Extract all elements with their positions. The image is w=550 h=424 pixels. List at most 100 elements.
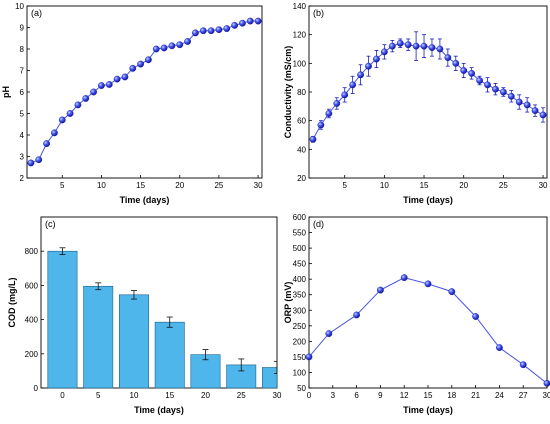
data-point xyxy=(239,19,246,27)
x-tick-label: 10 xyxy=(130,391,139,400)
y-tick-label: 10 xyxy=(15,2,24,11)
panel-label: (b) xyxy=(313,8,324,18)
panel-c: 0 5 10 15 20 25 30 0 200 400 600 800 Time (days) COD … xyxy=(7,216,282,415)
y-tick-label: 4 xyxy=(20,131,25,140)
data-point xyxy=(160,44,168,52)
panel-d: 0 3 6 9 12 15 18 21 24 27 30 50 100 150 200 250 300 350 40… xyxy=(283,213,550,415)
data-point xyxy=(460,67,468,74)
y-tick-label: 3 xyxy=(20,153,25,162)
data-point xyxy=(137,60,144,68)
panel-b: 5 10 15 20 25 30 20 40 60 80 100 120 140 Time (days) C… xyxy=(283,2,548,205)
y-tick-label: 5 xyxy=(20,110,25,119)
x-tick-label: 3 xyxy=(331,391,336,400)
x-tick-label: 0 xyxy=(60,391,65,400)
bar xyxy=(262,367,278,389)
x-tick-label: 20 xyxy=(459,181,468,190)
data-point xyxy=(168,42,176,50)
x-tick-label: 15 xyxy=(424,391,433,400)
data-point xyxy=(305,353,313,361)
data-point xyxy=(353,311,360,319)
y-tick-label: 140 xyxy=(293,2,307,11)
x-tick-label: 12 xyxy=(400,391,409,400)
data-point xyxy=(121,73,129,81)
data-point xyxy=(507,92,515,100)
panel-label: (c) xyxy=(45,219,56,229)
bar xyxy=(119,294,149,389)
data-point xyxy=(388,42,396,50)
x-tick-label: 24 xyxy=(495,391,504,400)
data-point xyxy=(215,26,223,34)
data-point xyxy=(468,69,476,77)
y-tick-label: 450 xyxy=(293,260,307,269)
y-tick-label: 80 xyxy=(297,88,306,97)
data-point xyxy=(452,59,460,67)
data-point xyxy=(472,313,479,320)
y-axis-title: ORP (mV) xyxy=(283,282,293,324)
data-point xyxy=(523,101,531,109)
x-tick-label: 15 xyxy=(165,391,174,400)
data-point xyxy=(499,88,507,96)
x-tick-label: 10 xyxy=(97,181,106,190)
data-point xyxy=(152,45,160,53)
series-line xyxy=(30,20,259,164)
data-point xyxy=(531,107,539,115)
data-point xyxy=(357,71,364,79)
data-point xyxy=(90,88,97,96)
x-tick-label: 30 xyxy=(543,391,550,400)
data-point xyxy=(192,29,199,37)
data-point xyxy=(448,288,456,296)
y-tick-label: 20 xyxy=(297,174,306,183)
y-tick-label: 100 xyxy=(293,59,307,68)
data-point xyxy=(254,17,262,25)
data-point xyxy=(404,41,412,49)
data-point xyxy=(380,48,388,56)
x-tick-label: 10 xyxy=(380,181,389,190)
data-point xyxy=(424,280,432,288)
y-tick-label: 50 xyxy=(297,384,306,393)
x-tick-label: 20 xyxy=(201,391,210,400)
data-point xyxy=(51,129,58,137)
data-point xyxy=(539,111,547,119)
data-point xyxy=(98,82,105,89)
y-axis-title: COD (mg/L) xyxy=(7,278,17,328)
data-point xyxy=(325,330,333,337)
x-tick-label: 0 xyxy=(307,391,312,400)
y-tick-label: 600 xyxy=(293,213,307,222)
data-point xyxy=(412,42,420,50)
y-tick-label: 40 xyxy=(297,145,306,154)
x-tick-label: 25 xyxy=(499,181,508,190)
y-tick-label: 400 xyxy=(25,316,39,325)
x-tick-label: 5 xyxy=(60,181,65,190)
y-tick-label: 550 xyxy=(293,229,307,238)
data-point xyxy=(82,95,90,102)
y-tick-label: 350 xyxy=(293,291,307,300)
data-point xyxy=(246,17,254,25)
x-axis-title: Time (days) xyxy=(403,195,453,205)
data-point xyxy=(373,55,380,63)
y-tick-label: 120 xyxy=(293,31,307,40)
data-point xyxy=(341,91,349,99)
x-tick-label: 18 xyxy=(447,391,456,400)
panel-label: (a) xyxy=(31,8,42,18)
data-point xyxy=(58,116,66,124)
data-point xyxy=(66,110,74,117)
x-tick-label: 30 xyxy=(539,181,548,190)
y-tick-label: 7 xyxy=(20,67,25,76)
x-tick-label: 20 xyxy=(175,181,184,190)
data-point xyxy=(35,156,43,164)
data-point xyxy=(129,64,137,72)
data-point xyxy=(317,121,325,129)
y-tick-label: 600 xyxy=(25,281,39,290)
bar xyxy=(190,354,221,389)
y-axis-title: pH xyxy=(1,86,11,98)
data-point xyxy=(428,44,436,51)
data-point xyxy=(176,41,184,49)
series-line xyxy=(312,42,544,140)
data-point xyxy=(515,98,523,106)
data-point xyxy=(113,75,121,83)
y-axis-title: Conductivity (mS/cm) xyxy=(283,46,293,139)
data-point xyxy=(495,344,503,351)
data-point xyxy=(325,110,333,117)
data-point xyxy=(231,21,238,29)
data-point xyxy=(519,361,527,369)
